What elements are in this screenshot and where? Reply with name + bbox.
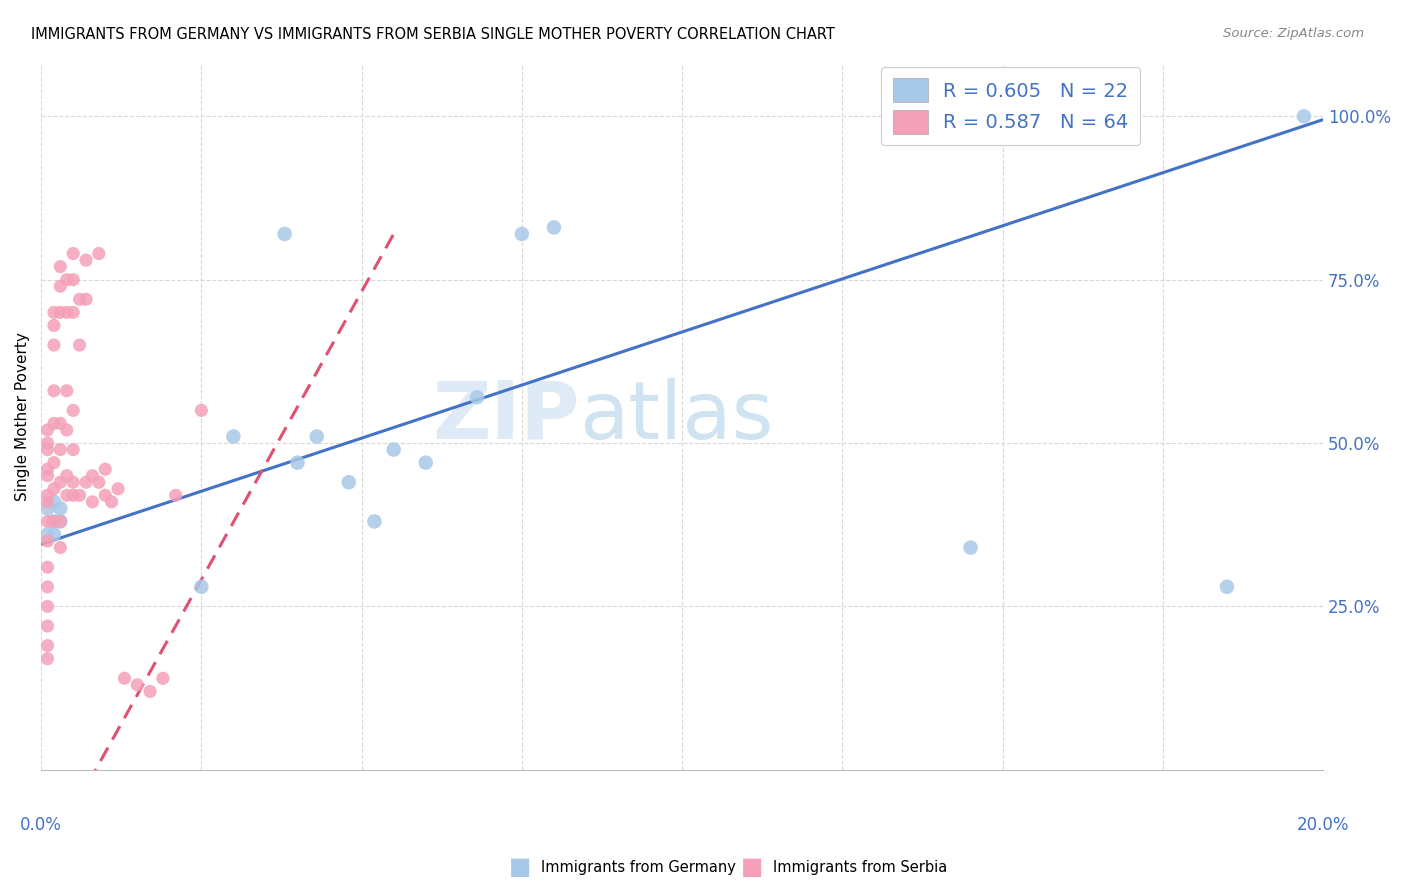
Point xyxy=(465,390,488,404)
Point xyxy=(49,515,72,529)
Point xyxy=(1216,580,1239,594)
Point xyxy=(87,246,110,260)
Point xyxy=(49,515,72,529)
Point xyxy=(165,488,187,502)
Y-axis label: Single Mother Poverty: Single Mother Poverty xyxy=(15,333,30,501)
Point xyxy=(42,515,65,529)
Point xyxy=(37,501,59,516)
Point xyxy=(49,501,72,516)
Point xyxy=(62,488,84,502)
Point xyxy=(75,293,97,307)
Point xyxy=(543,220,565,235)
Point xyxy=(273,227,295,241)
Text: Source: ZipAtlas.com: Source: ZipAtlas.com xyxy=(1223,27,1364,40)
Point xyxy=(49,260,72,274)
Point xyxy=(363,515,385,529)
Point xyxy=(37,495,59,509)
Point xyxy=(152,671,174,685)
Point xyxy=(139,684,162,698)
Point xyxy=(55,273,77,287)
Point xyxy=(42,515,65,529)
Point xyxy=(62,442,84,457)
Point xyxy=(287,456,309,470)
Point xyxy=(337,475,360,490)
Text: 20.0%: 20.0% xyxy=(1296,815,1350,834)
Point xyxy=(37,488,59,502)
Point xyxy=(69,293,91,307)
Point xyxy=(510,227,533,241)
Point xyxy=(42,384,65,398)
Point xyxy=(37,468,59,483)
Point xyxy=(55,488,77,502)
Point xyxy=(69,488,91,502)
Text: ■: ■ xyxy=(509,855,531,879)
Point xyxy=(959,541,981,555)
Point xyxy=(42,482,65,496)
Point xyxy=(62,305,84,319)
Point xyxy=(127,678,149,692)
Point xyxy=(42,318,65,333)
Point xyxy=(62,475,84,490)
Point xyxy=(55,423,77,437)
Point xyxy=(37,442,59,457)
Text: atlas: atlas xyxy=(579,378,773,456)
Point xyxy=(82,495,104,509)
Point xyxy=(49,442,72,457)
Legend: R = 0.605   N = 22, R = 0.587   N = 64: R = 0.605 N = 22, R = 0.587 N = 64 xyxy=(882,67,1140,145)
Point xyxy=(1292,109,1315,123)
Text: ■: ■ xyxy=(741,855,763,879)
Point xyxy=(82,468,104,483)
Point xyxy=(42,495,65,509)
Point xyxy=(37,619,59,633)
Text: 0.0%: 0.0% xyxy=(20,815,62,834)
Point xyxy=(222,429,245,443)
Point xyxy=(37,639,59,653)
Point xyxy=(37,423,59,437)
Point xyxy=(305,429,328,443)
Point xyxy=(49,417,72,431)
Point xyxy=(94,462,117,476)
Point xyxy=(37,515,59,529)
Text: IMMIGRANTS FROM GERMANY VS IMMIGRANTS FROM SERBIA SINGLE MOTHER POVERTY CORRELAT: IMMIGRANTS FROM GERMANY VS IMMIGRANTS FR… xyxy=(31,27,835,42)
Point xyxy=(190,403,212,417)
Point xyxy=(69,338,91,352)
Point xyxy=(49,305,72,319)
Point xyxy=(382,442,405,457)
Point xyxy=(55,305,77,319)
Point xyxy=(37,462,59,476)
Point xyxy=(55,384,77,398)
Point xyxy=(37,560,59,574)
Text: Immigrants from Serbia: Immigrants from Serbia xyxy=(773,860,948,874)
Point xyxy=(87,475,110,490)
Text: Immigrants from Germany: Immigrants from Germany xyxy=(541,860,737,874)
Point xyxy=(107,482,129,496)
Point xyxy=(42,456,65,470)
Point xyxy=(94,488,117,502)
Point xyxy=(42,527,65,541)
Point xyxy=(62,403,84,417)
Text: ZIP: ZIP xyxy=(432,378,579,456)
Point xyxy=(37,534,59,549)
Point xyxy=(114,671,136,685)
Point xyxy=(37,580,59,594)
Point xyxy=(49,279,72,293)
Point xyxy=(42,305,65,319)
Point xyxy=(55,468,77,483)
Point xyxy=(49,475,72,490)
Point xyxy=(49,541,72,555)
Point xyxy=(415,456,437,470)
Point xyxy=(100,495,122,509)
Point xyxy=(37,651,59,665)
Point xyxy=(62,246,84,260)
Point xyxy=(42,417,65,431)
Point xyxy=(190,580,212,594)
Point xyxy=(37,527,59,541)
Point xyxy=(75,475,97,490)
Point xyxy=(37,599,59,614)
Point xyxy=(62,273,84,287)
Point xyxy=(75,253,97,268)
Point xyxy=(37,436,59,450)
Point xyxy=(42,338,65,352)
